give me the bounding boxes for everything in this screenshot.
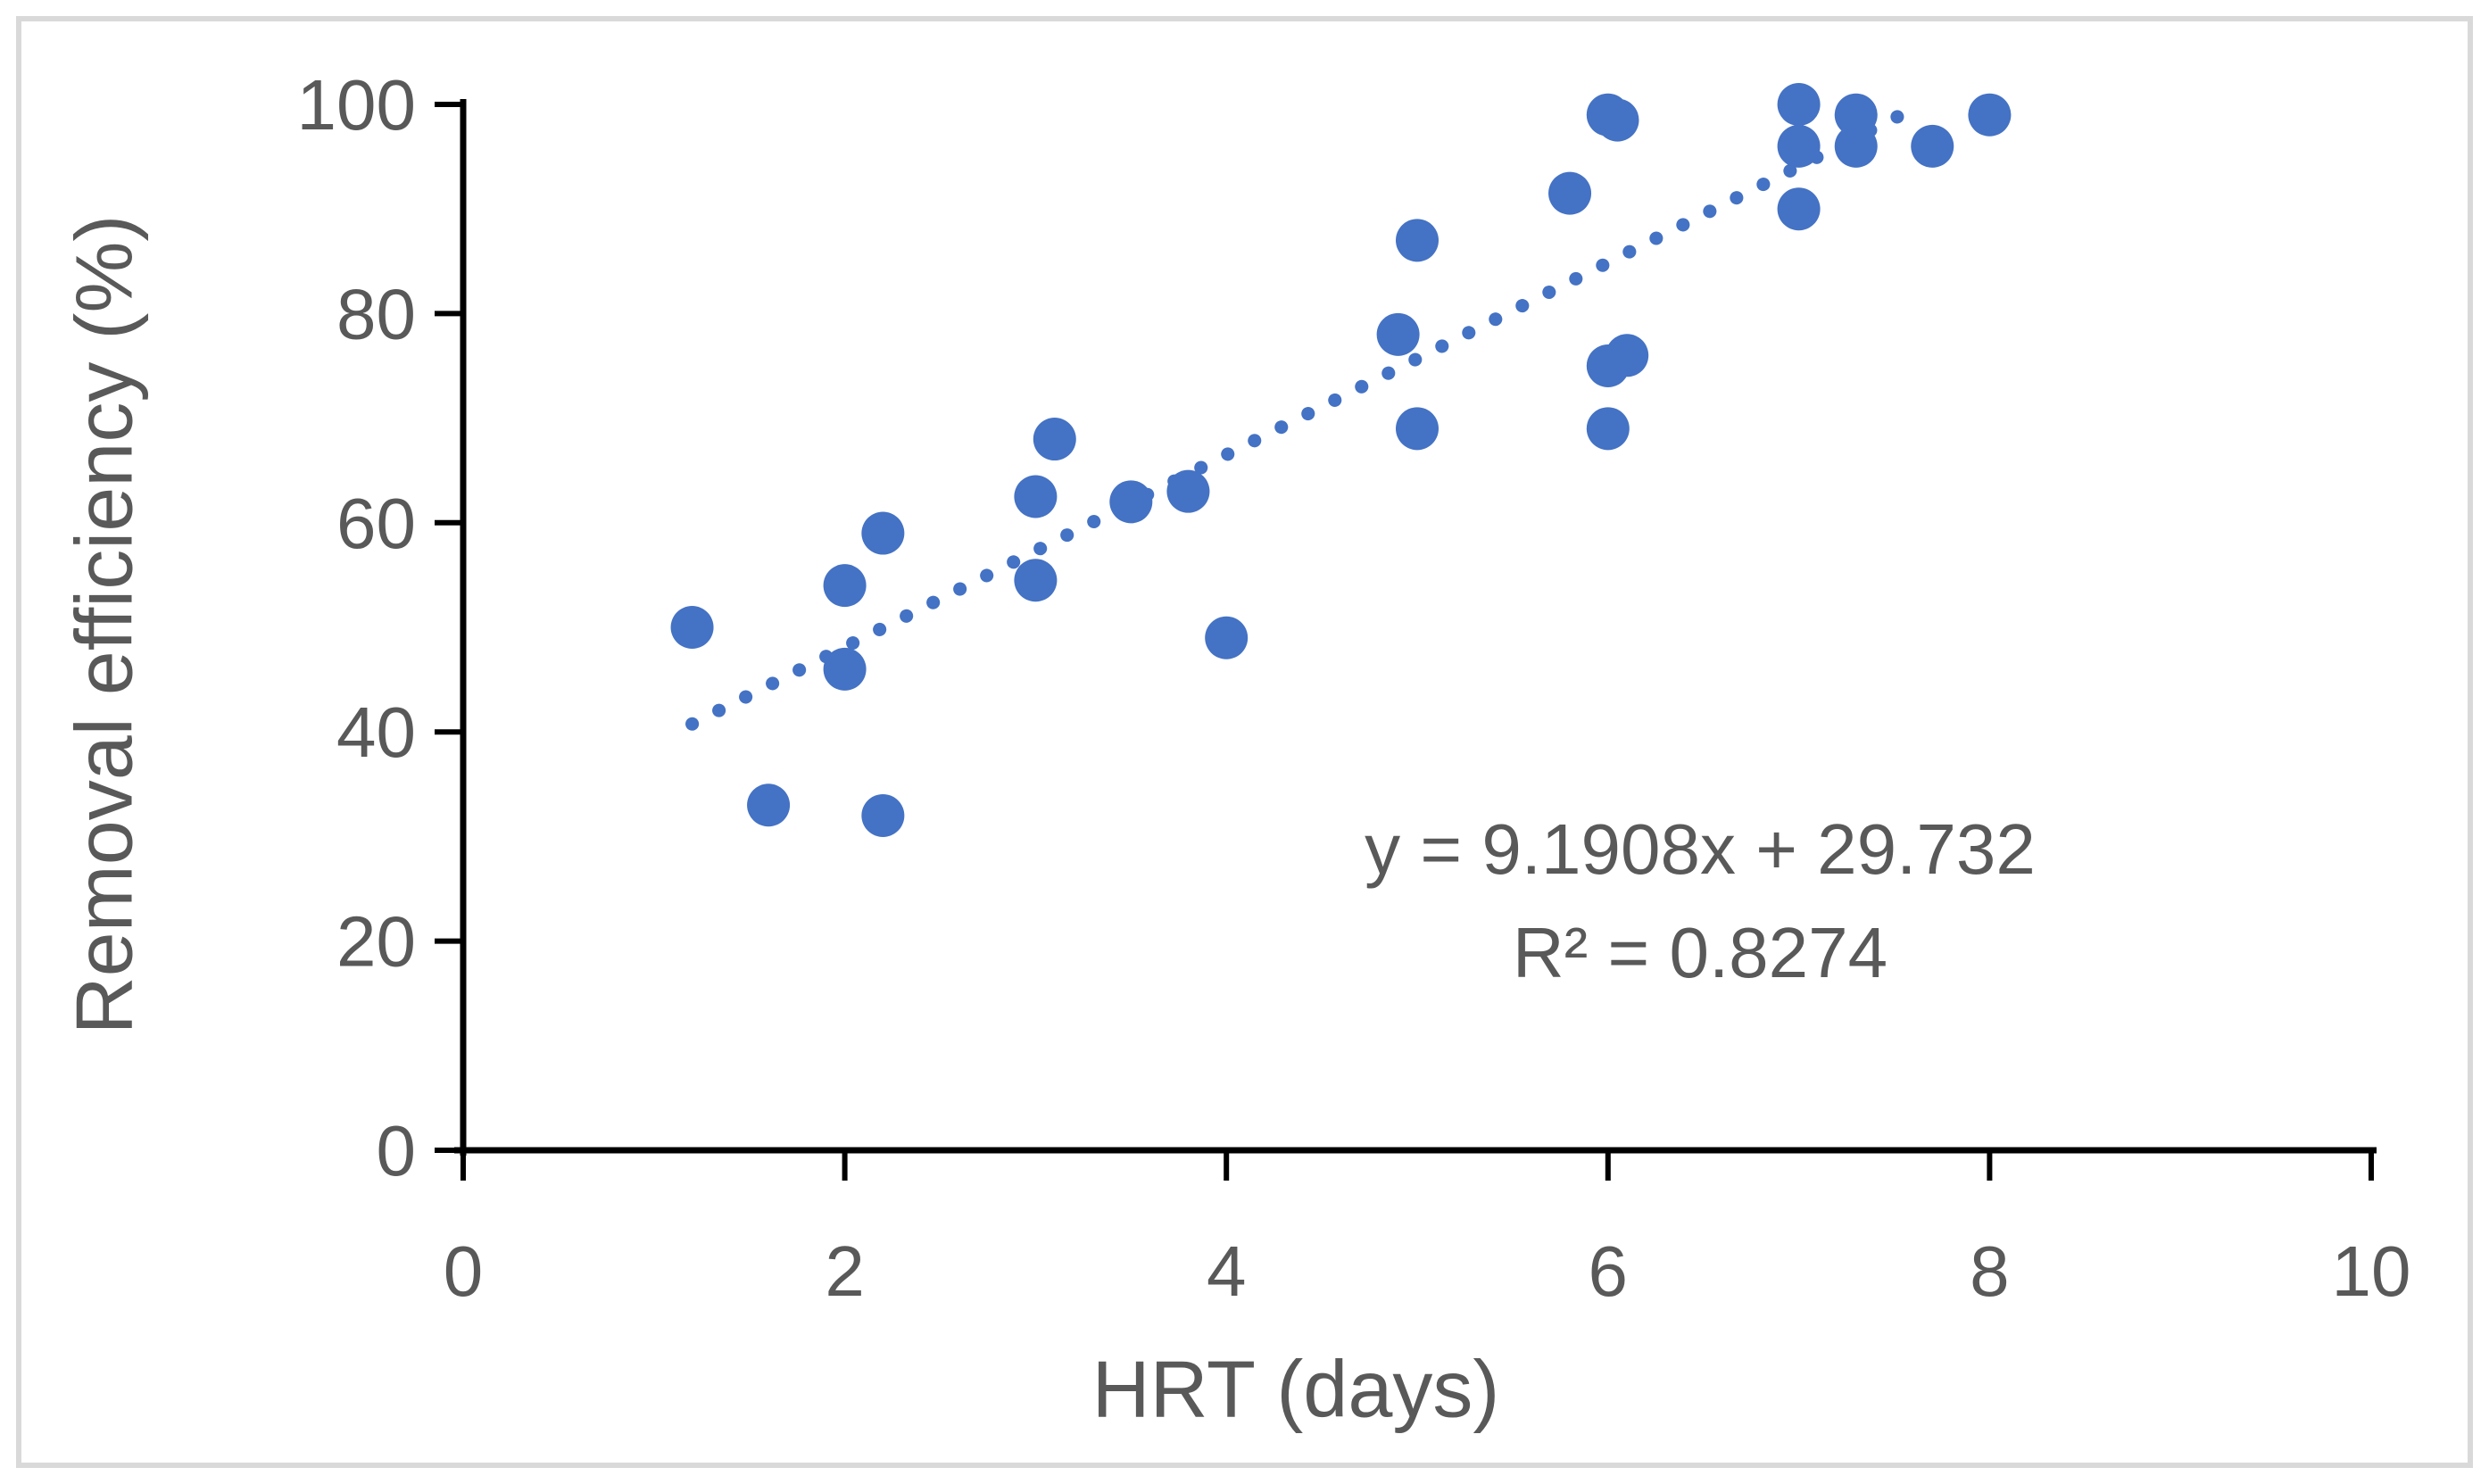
data-point (747, 783, 791, 827)
data-point (1014, 475, 1058, 518)
trendline (685, 100, 1924, 731)
data-point (1834, 124, 1878, 168)
data-point (823, 564, 867, 608)
x-tick-label: 10 (2332, 1231, 2411, 1311)
data-point (1548, 171, 1592, 215)
data-point (1166, 469, 1210, 513)
data-point (1033, 418, 1076, 461)
data-point (861, 511, 905, 555)
data-point (1396, 219, 1439, 262)
data-point (1968, 93, 2012, 137)
data-point (1605, 334, 1649, 377)
y-tick-label: 60 (336, 484, 416, 563)
data-point (823, 647, 867, 691)
x-tick-label: 8 (1970, 1231, 2010, 1311)
trendline-annotation: y = 9.1908x + 29.732 R² = 0.8274 (1365, 798, 2036, 1005)
x-tick-label: 0 (444, 1231, 484, 1311)
data-point (670, 606, 714, 649)
data-point (1109, 480, 1153, 524)
y-tick-label: 20 (336, 902, 416, 982)
data-point (1205, 616, 1249, 659)
data-point (1777, 83, 1821, 126)
chart-border (16, 16, 2473, 1468)
x-axis-title: HRT (days) (1091, 1345, 1500, 1435)
data-point (1586, 407, 1630, 451)
x-tick-label: 6 (1589, 1231, 1629, 1311)
data-point (861, 793, 905, 837)
data-point (1777, 187, 1821, 231)
data-point (1777, 124, 1821, 168)
x-tick-label: 4 (1207, 1231, 1247, 1311)
x-tick-label: 2 (825, 1231, 865, 1311)
data-point (1596, 98, 1639, 142)
r-squared-value: R² = 0.8274 (1512, 913, 1888, 992)
data-point (1396, 407, 1439, 451)
data-point (1911, 124, 1954, 168)
y-tick-label: 0 (377, 1111, 417, 1190)
y-axis-title: Removal efficiency (%) (60, 214, 150, 1035)
data-point (1014, 559, 1058, 602)
y-tick-label: 80 (336, 274, 416, 353)
trendline-equation: y = 9.1908x + 29.732 (1365, 809, 2036, 889)
y-tick-label: 100 (297, 65, 416, 145)
y-tick-label: 40 (336, 692, 416, 772)
data-point (1834, 93, 1878, 137)
data-point (1376, 312, 1420, 356)
